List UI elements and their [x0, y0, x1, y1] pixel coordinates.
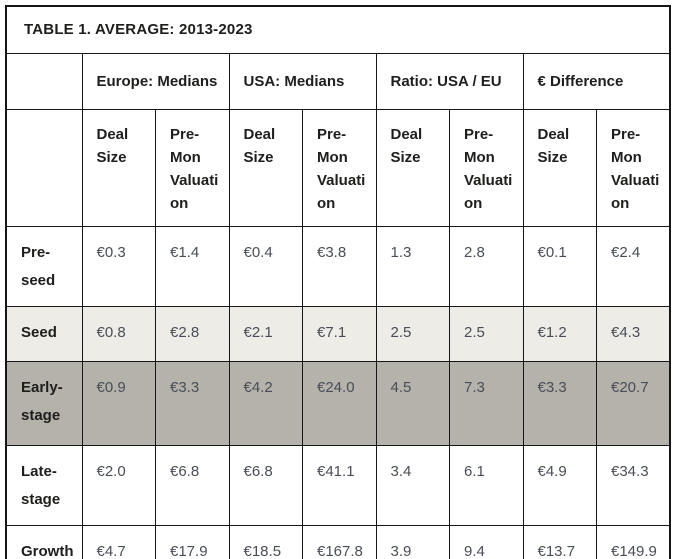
row-label: Growth: [5, 524, 83, 559]
corner-cell: [5, 108, 83, 227]
value-cell: 2.5: [449, 305, 524, 362]
subheader-deal-size: Deal Size: [522, 108, 597, 227]
value-cell: €0.8: [81, 305, 156, 362]
value-cell: €24.0: [302, 360, 377, 446]
value-cell: €3.3: [522, 360, 597, 446]
value-cell: €20.7: [596, 360, 671, 446]
value-cell: €0.4: [228, 225, 303, 307]
value-cell: €2.1: [228, 305, 303, 362]
subheader-premon-valuation: Pre-Mon Valuation: [155, 108, 230, 227]
sub-header-row: Deal Size Pre-Mon Valuation Deal Size Pr…: [5, 108, 671, 227]
value-cell: 6.1: [449, 444, 524, 526]
subheader-deal-size: Deal Size: [375, 108, 450, 227]
table-row: Early-stage €0.9 €3.3 €4.2 €24.0 4.5 7.3…: [5, 360, 671, 446]
value-cell: €0.3: [81, 225, 156, 307]
value-cell: €3.8: [302, 225, 377, 307]
value-cell: €2.8: [155, 305, 230, 362]
table-title: TABLE 1. AVERAGE: 2013-2023: [5, 5, 671, 54]
row-label: Late-stage: [5, 444, 83, 526]
value-cell: €4.2: [228, 360, 303, 446]
value-cell: €1.4: [155, 225, 230, 307]
value-cell: €34.3: [596, 444, 671, 526]
value-cell: 7.3: [449, 360, 524, 446]
group-header-europe: Europe: Medians: [81, 52, 230, 110]
subheader-premon-valuation: Pre-Mon Valuation: [302, 108, 377, 227]
value-cell: €4.7: [81, 524, 156, 559]
table-row: Late-stage €2.0 €6.8 €6.8 €41.1 3.4 6.1 …: [5, 444, 671, 526]
value-cell: 3.9: [375, 524, 450, 559]
value-cell: €7.1: [302, 305, 377, 362]
table-row: Seed €0.8 €2.8 €2.1 €7.1 2.5 2.5 €1.2 €4…: [5, 305, 671, 362]
row-label: Pre-seed: [5, 225, 83, 307]
value-cell: €1.2: [522, 305, 597, 362]
value-cell: €13.7: [522, 524, 597, 559]
value-cell: €4.3: [596, 305, 671, 362]
value-cell: €4.9: [522, 444, 597, 526]
value-cell: €3.3: [155, 360, 230, 446]
value-cell: 1.3: [375, 225, 450, 307]
table-row: Growth €4.7 €17.9 €18.5 €167.8 3.9 9.4 €…: [5, 524, 671, 559]
subheader-premon-valuation: Pre-Mon Valuation: [449, 108, 524, 227]
subheader-deal-size: Deal Size: [228, 108, 303, 227]
column-group-header-row: Europe: Medians USA: Medians Ratio: USA …: [5, 52, 671, 110]
value-cell: €0.9: [81, 360, 156, 446]
value-cell: €17.9: [155, 524, 230, 559]
subheader-premon-valuation: Pre-Mon Valuation: [596, 108, 671, 227]
value-cell: €149.9: [596, 524, 671, 559]
value-cell: €41.1: [302, 444, 377, 526]
group-header-difference: € Difference: [522, 52, 671, 110]
value-cell: €2.0: [81, 444, 156, 526]
value-cell: €2.4: [596, 225, 671, 307]
value-cell: 4.5: [375, 360, 450, 446]
value-cell: 9.4: [449, 524, 524, 559]
table-row: Pre-seed €0.3 €1.4 €0.4 €3.8 1.3 2.8 €0.…: [5, 225, 671, 307]
table-title-row: TABLE 1. AVERAGE: 2013-2023: [5, 5, 671, 54]
value-cell: €0.1: [522, 225, 597, 307]
subheader-deal-size: Deal Size: [81, 108, 156, 227]
medians-table: TABLE 1. AVERAGE: 2013-2023 Europe: Medi…: [5, 5, 671, 559]
row-label: Seed: [5, 305, 83, 362]
corner-cell: [5, 52, 83, 110]
value-cell: 2.5: [375, 305, 450, 362]
group-header-ratio: Ratio: USA / EU: [375, 52, 524, 110]
value-cell: €6.8: [228, 444, 303, 526]
value-cell: €18.5: [228, 524, 303, 559]
value-cell: €167.8: [302, 524, 377, 559]
value-cell: €6.8: [155, 444, 230, 526]
group-header-usa: USA: Medians: [228, 52, 377, 110]
row-label: Early-stage: [5, 360, 83, 446]
value-cell: 3.4: [375, 444, 450, 526]
value-cell: 2.8: [449, 225, 524, 307]
